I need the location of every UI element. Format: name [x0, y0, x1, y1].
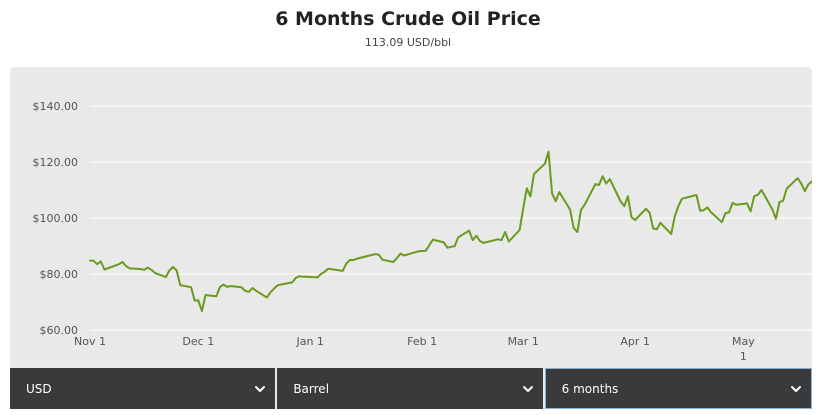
x-tick-label: Jan 1 — [295, 335, 323, 348]
x-tick-label: Mar 1 — [508, 335, 539, 348]
chart-title: 6 Months Crude Oil Price — [275, 8, 541, 30]
price-line-chart: $60.00 $80.00 $100.00 $120.00 $140.00 Nov 1 De… — [33, 100, 812, 363]
price-series-line — [89, 150, 812, 312]
currency-select-value: USD — [26, 381, 52, 396]
x-tick-label: Dec 1 — [182, 335, 214, 348]
x-tick-label: Feb 1 — [407, 335, 437, 348]
chart-subtitle: 113.09 USD/bbl — [364, 36, 452, 49]
unit-select-value: Barrel — [293, 381, 330, 396]
chevron-down-icon — [789, 382, 803, 396]
y-tick-label: $100.00 — [33, 212, 79, 225]
x-tick-label: 1 — [740, 350, 747, 363]
period-select-value: 6 months — [561, 381, 619, 396]
x-tick-label: Nov 1 — [74, 335, 106, 348]
y-tick-label: $120.00 — [33, 156, 79, 169]
y-tick-label: $80.00 — [40, 268, 79, 281]
period-select[interactable]: 6 months — [544, 368, 812, 409]
chart-panel: $60.00 $80.00 $100.00 $120.00 $140.00 Nov 1 De… — [10, 67, 812, 409]
controls-bar: USD Barrel 6 months — [10, 368, 812, 409]
x-tick-label: May — [732, 335, 755, 348]
chevron-down-icon — [521, 382, 535, 396]
x-tick-label: Apr 1 — [620, 335, 650, 348]
y-tick-label: $140.00 — [33, 100, 79, 113]
y-tick-label: $60.00 — [40, 324, 79, 337]
chevron-down-icon — [253, 382, 267, 396]
currency-select[interactable]: USD — [10, 368, 276, 409]
unit-select[interactable]: Barrel — [277, 368, 543, 409]
